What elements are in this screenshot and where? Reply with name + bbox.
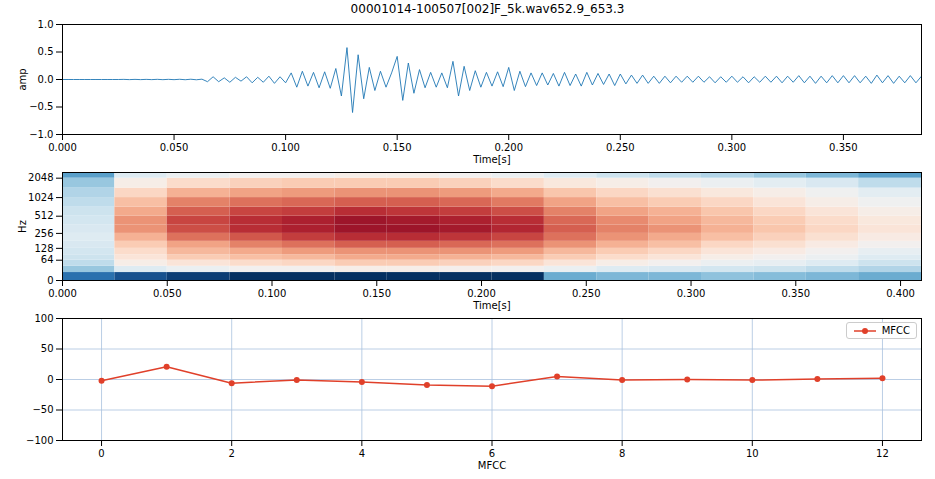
svg-text:0.000: 0.000	[48, 288, 77, 299]
svg-text:0.300: 0.300	[677, 288, 706, 299]
svg-text:0.150: 0.150	[383, 142, 412, 153]
svg-text:0.050: 0.050	[153, 288, 182, 299]
svg-text:0.200: 0.200	[494, 142, 523, 153]
svg-text:10: 10	[746, 448, 759, 459]
svg-text:0.250: 0.250	[606, 142, 635, 153]
svg-text:50: 50	[41, 343, 54, 354]
svg-text:2: 2	[229, 448, 235, 459]
svg-text:0.100: 0.100	[271, 142, 300, 153]
svg-text:100: 100	[34, 313, 53, 324]
svg-text:−50: −50	[32, 404, 53, 415]
svg-text:8: 8	[619, 448, 625, 459]
svg-text:0.100: 0.100	[258, 288, 287, 299]
svg-text:1024: 1024	[28, 192, 53, 203]
svg-text:−100: −100	[26, 435, 53, 446]
svg-text:0: 0	[98, 448, 104, 459]
html-text:00001014-100507[002]F_5k.wav65: 00001014-100507[002]F_5k.wav652.9_653.3	[350, 2, 625, 16]
svg-text:0.300: 0.300	[718, 142, 747, 153]
svg-text:0.250: 0.250	[572, 288, 601, 299]
svg-text:MFCC: MFCC	[478, 460, 506, 471]
svg-text:256: 256	[34, 228, 53, 239]
svg-text:0.150: 0.150	[362, 288, 391, 299]
svg-text:0.350: 0.350	[829, 142, 858, 153]
svg-text:64: 64	[41, 254, 54, 265]
svg-text:0: 0	[47, 374, 53, 385]
svg-text:2048: 2048	[28, 172, 53, 183]
svg-text:0.0: 0.0	[38, 74, 54, 85]
svg-text:6: 6	[489, 448, 495, 459]
svg-text:−1.0: −1.0	[29, 129, 53, 140]
svg-text:0.350: 0.350	[781, 288, 810, 299]
html-text:MFCC: MFCC	[881, 325, 910, 336]
svg-text:128: 128	[34, 243, 53, 254]
svg-text:0.000: 0.000	[48, 142, 77, 153]
svg-text:−0.5: −0.5	[29, 101, 53, 112]
svg-text:1.0: 1.0	[38, 19, 54, 30]
svg-text:Time[s]: Time[s]	[472, 300, 511, 311]
svg-text:0.5: 0.5	[38, 46, 54, 57]
svg-text:Time[s]: Time[s]	[472, 154, 511, 165]
svg-text:0.400: 0.400	[886, 288, 915, 299]
svg-text:512: 512	[34, 210, 53, 221]
svg-text:4: 4	[359, 448, 365, 459]
svg-text:Hz: Hz	[17, 220, 28, 233]
svg-text:0.050: 0.050	[160, 142, 189, 153]
svg-text:0: 0	[47, 275, 53, 286]
svg-text:0.200: 0.200	[467, 288, 496, 299]
svg-text:amp: amp	[17, 68, 28, 90]
svg-text:12: 12	[876, 448, 889, 459]
